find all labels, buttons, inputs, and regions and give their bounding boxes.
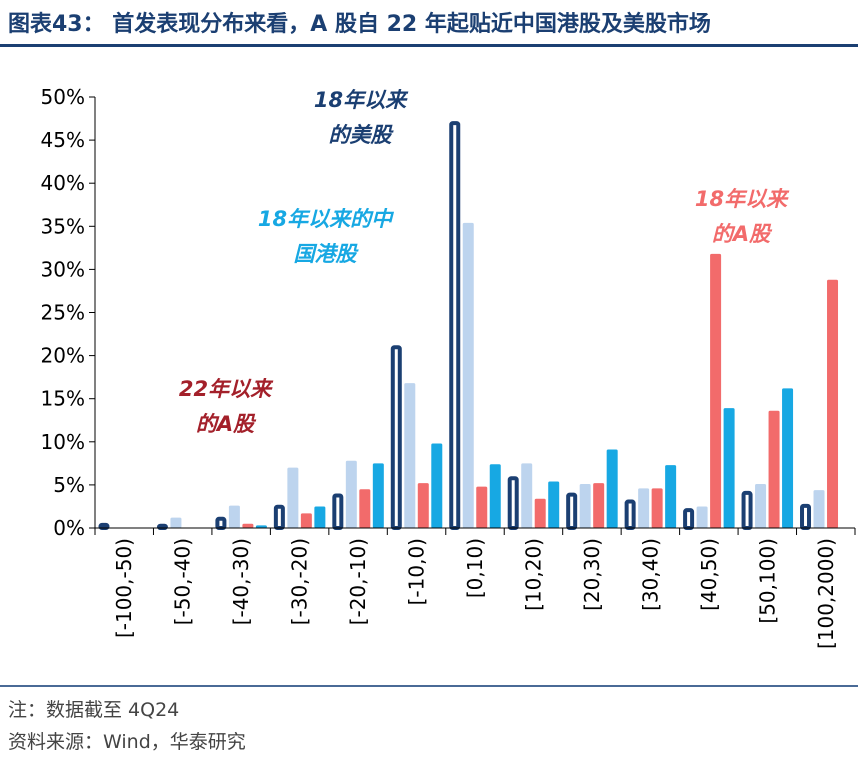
bars (98, 121, 839, 531)
bar-a-share (593, 483, 605, 528)
bar-a-share (417, 483, 429, 528)
bar-hk (314, 506, 326, 528)
annotations: 18年以来 的美股 18年以来的中 国港股 18年以来 的A股 22年以来 的A… (179, 88, 790, 436)
bar-hk-light (579, 484, 591, 528)
bar-hk-light (287, 467, 299, 528)
bar-a-share (768, 410, 780, 528)
bar-a-share (534, 498, 546, 528)
chart-title: 图表43： 首发表现分布来看，A 股自 22 年起贴近中国港股及美股市场 (8, 12, 711, 37)
bar-hk (782, 388, 794, 528)
bar-us (273, 504, 285, 531)
annotation-a22-line2: 的A股 (196, 412, 257, 436)
y-tick-label: 40% (41, 171, 85, 195)
bar-hk-light (228, 505, 240, 528)
x-tick-label: [0,10) (463, 538, 487, 598)
bar-a-share (242, 523, 254, 528)
bar-us (683, 508, 695, 531)
footnote: 注：数据截至 4Q24 (8, 699, 180, 721)
x-tick-label: [100,2000) (814, 538, 838, 649)
bar-us (332, 493, 344, 530)
x-axis: [-100,-50) [-50,-40) [-40,-30) [-30,-20) [-2… (94, 527, 856, 649)
bar-hk (431, 443, 443, 528)
y-tick-label: 35% (41, 214, 85, 238)
bar-hk-light (696, 506, 708, 528)
bar-hk (548, 481, 560, 528)
annotation-hk-line1: 18年以来的中 (258, 207, 394, 231)
y-tick-label: 45% (41, 128, 85, 152)
bar-a-share (710, 253, 722, 528)
bar-hk-light (345, 460, 357, 528)
bar-us (507, 476, 519, 530)
y-tick-label: 5% (53, 473, 85, 497)
bar-us (566, 492, 578, 530)
bar-us (800, 503, 812, 531)
x-tick-label: [-40,-30) (229, 538, 253, 625)
bar-hk (255, 525, 267, 528)
bar-us (741, 490, 753, 530)
bar-hk (665, 465, 677, 528)
bar-hk (372, 463, 384, 528)
y-tick-label: 10% (41, 430, 85, 454)
bar-hk-light (462, 222, 474, 529)
x-tick-label: [-50,-40) (171, 538, 195, 625)
annotation-a18-line2: 的A股 (712, 222, 773, 246)
y-axis: 0% 5% 10% 15% 20% 25% 30% 35% 40% 45% 50% (41, 85, 96, 540)
annotation-hk-line2: 国港股 (294, 242, 360, 266)
bar-hk-light (755, 484, 767, 528)
bar-a-share (476, 486, 488, 528)
annotation-a22-line1: 22年以来 (179, 377, 274, 401)
bar-a-share (300, 513, 312, 528)
bar-hk (723, 408, 735, 528)
annotation-us-line1: 18年以来 (314, 88, 409, 112)
x-tick-label: [20,30) (580, 538, 604, 611)
y-tick-label: 15% (41, 387, 85, 411)
x-tick-label: [50,100) (755, 538, 779, 624)
x-tick-label: [-20,-10) (346, 538, 370, 625)
bar-us (215, 516, 227, 531)
bar-chart: 0% 5% 10% 15% 20% 25% 30% 35% 40% 45% 50% [-100,-5… (41, 85, 856, 649)
bar-hk-light (170, 517, 182, 528)
bar-hk-light (813, 490, 825, 528)
y-tick-label: 30% (41, 257, 85, 281)
y-tick-label: 20% (41, 344, 85, 368)
y-tick-label: 0% (53, 516, 85, 540)
bar-us (449, 121, 461, 531)
x-tick-label: [-10,0) (405, 538, 429, 605)
y-tick-label: 25% (41, 301, 85, 325)
x-tick-label: [-30,-20) (288, 538, 312, 625)
title-rule (0, 44, 858, 47)
y-tick-label: 50% (41, 85, 85, 109)
annotation-a18-line1: 18年以来 (695, 187, 790, 211)
bar-hk-light (521, 463, 533, 528)
bar-hk-light (404, 383, 416, 528)
bar-hk (489, 464, 501, 528)
bar-hk-light (638, 488, 650, 528)
footer-rule (0, 685, 858, 687)
bar-us (624, 499, 636, 530)
x-tick-label: [-100,-50) (112, 538, 136, 638)
bar-a-share (827, 279, 839, 528)
annotation-us-line2: 的美股 (329, 123, 395, 147)
bar-a-share (651, 488, 663, 528)
x-tick-label: [30,40) (638, 538, 662, 611)
x-tick-label: [10,20) (521, 538, 545, 611)
bar-hk (606, 449, 618, 528)
source-note: 资料来源：Wind，华泰研究 (8, 731, 246, 753)
bar-a-share (359, 489, 371, 528)
bar-us (390, 345, 402, 531)
x-tick-label: [40,50) (697, 538, 721, 611)
